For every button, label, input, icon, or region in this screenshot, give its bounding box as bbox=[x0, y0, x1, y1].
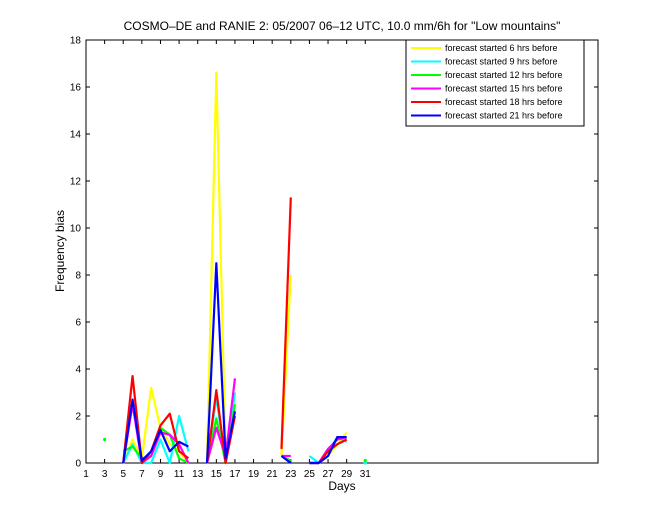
x-tick-label: 3 bbox=[102, 469, 108, 480]
legend-entry: forecast started 18 hrs before bbox=[445, 97, 563, 107]
y-tick-label: 18 bbox=[70, 36, 82, 47]
x-tick-label: 9 bbox=[158, 469, 164, 480]
x-tick-label: 23 bbox=[285, 469, 297, 480]
y-tick-label: 2 bbox=[75, 412, 81, 423]
x-tick-label: 19 bbox=[248, 469, 260, 480]
y-tick-label: 6 bbox=[75, 318, 81, 329]
x-tick-label: 27 bbox=[322, 469, 334, 480]
series-layer bbox=[103, 71, 367, 465]
legend-entry: forecast started 9 hrs before bbox=[445, 57, 558, 67]
y-tick-label: 8 bbox=[75, 271, 81, 282]
x-tick-label: 21 bbox=[267, 469, 279, 480]
x-tick-label: 7 bbox=[139, 469, 145, 480]
x-tick-label: 15 bbox=[211, 469, 223, 480]
y-axis-label: Frequency bias bbox=[53, 210, 67, 292]
x-tick-label: 29 bbox=[341, 469, 353, 480]
series-line bbox=[205, 378, 237, 464]
legend-entry: forecast started 12 hrs before bbox=[445, 70, 563, 80]
series-line bbox=[280, 455, 292, 464]
y-tick-label: 16 bbox=[70, 83, 82, 94]
axis-ticks: 1 3 5 7 9 11 13 15 17 19 21 23 25 27 29 310246810121416… bbox=[70, 36, 598, 480]
series-line bbox=[205, 262, 237, 464]
x-tick-label: 13 bbox=[192, 469, 204, 480]
x-tick-label: 11 bbox=[174, 469, 185, 480]
legend-entry: forecast started 6 hrs before bbox=[445, 43, 558, 53]
chart-title: COSMO–DE and RANIE 2: 05/2007 06–12 UTC,… bbox=[124, 19, 561, 33]
series-line bbox=[122, 386, 190, 464]
series-line bbox=[309, 436, 347, 465]
x-tick-label: 31 bbox=[360, 469, 372, 480]
y-tick-label: 4 bbox=[75, 365, 81, 376]
legend: forecast started 6 hrs before forecast st… bbox=[405, 39, 585, 127]
series-point bbox=[363, 459, 367, 463]
x-axis-label: Days bbox=[328, 479, 355, 493]
series-point bbox=[103, 437, 107, 442]
x-tick-label: 17 bbox=[229, 469, 241, 480]
y-tick-label: 14 bbox=[70, 130, 82, 141]
series-line bbox=[280, 197, 292, 449]
legend-entry: forecast started 21 hrs before bbox=[445, 111, 563, 121]
x-tick-label: 5 bbox=[120, 469, 126, 480]
x-tick-label: 1 bbox=[83, 469, 89, 480]
series-point bbox=[363, 461, 367, 465]
series-6 bbox=[122, 262, 347, 465]
x-tick-label: 25 bbox=[304, 469, 316, 480]
y-tick-label: 0 bbox=[75, 459, 81, 470]
legend-entry: forecast started 15 hrs before bbox=[445, 84, 563, 94]
series-line bbox=[122, 398, 189, 464]
y-tick-label: 12 bbox=[70, 177, 82, 188]
legend-box bbox=[405, 39, 585, 127]
y-tick-label: 10 bbox=[70, 224, 82, 235]
